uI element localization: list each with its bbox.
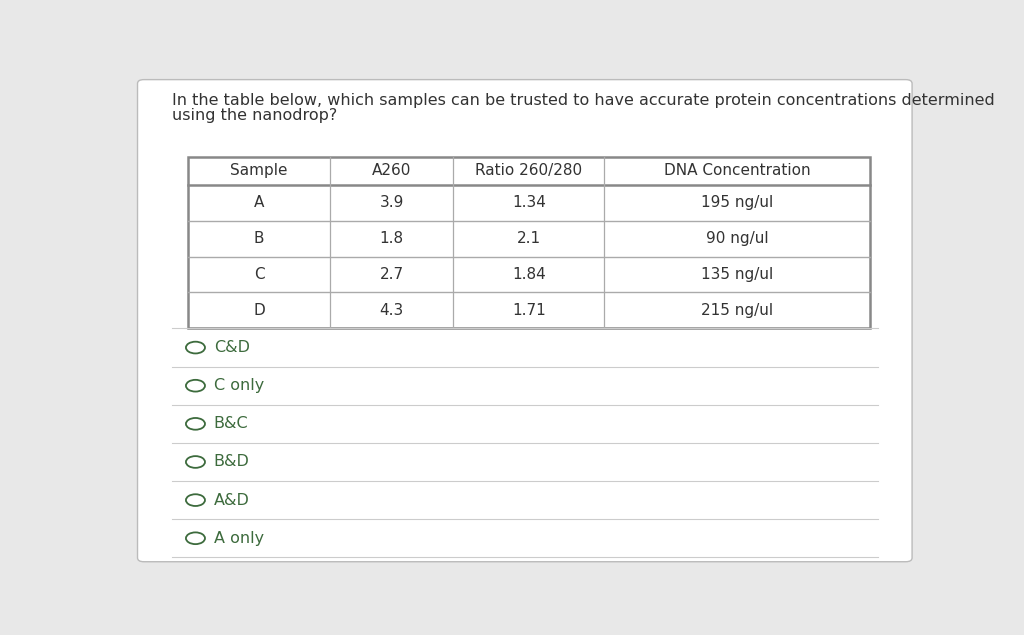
Text: 215 ng/ul: 215 ng/ul [701, 303, 773, 318]
Text: 1.8: 1.8 [380, 231, 403, 246]
FancyBboxPatch shape [137, 79, 912, 562]
Text: 1.71: 1.71 [512, 303, 546, 318]
Text: 2.7: 2.7 [380, 267, 403, 282]
Ellipse shape [186, 494, 205, 506]
Text: Sample: Sample [230, 163, 288, 178]
Text: Ratio 260/280: Ratio 260/280 [475, 163, 583, 178]
Text: In the table below, which samples can be trusted to have accurate protein concen: In the table below, which samples can be… [172, 93, 994, 109]
Text: 4.3: 4.3 [380, 303, 404, 318]
Text: A260: A260 [372, 163, 412, 178]
Text: B: B [254, 231, 264, 246]
Text: C&D: C&D [214, 340, 250, 355]
Text: using the nanodrop?: using the nanodrop? [172, 108, 337, 123]
Text: C only: C only [214, 378, 264, 393]
Text: A&D: A&D [214, 493, 250, 507]
Text: 1.34: 1.34 [512, 196, 546, 210]
Text: 90 ng/ul: 90 ng/ul [706, 231, 768, 246]
Text: 3.9: 3.9 [380, 196, 404, 210]
Ellipse shape [186, 342, 205, 354]
Text: D: D [253, 303, 265, 318]
Text: A only: A only [214, 531, 264, 545]
Ellipse shape [186, 532, 205, 544]
Ellipse shape [186, 380, 205, 392]
Text: A: A [254, 196, 264, 210]
Text: 1.84: 1.84 [512, 267, 546, 282]
Text: C: C [254, 267, 264, 282]
Text: 2.1: 2.1 [517, 231, 541, 246]
Text: B&D: B&D [214, 455, 250, 469]
Bar [187, 157, 870, 328]
Text: B&C: B&C [214, 417, 249, 431]
Ellipse shape [186, 456, 205, 468]
Text: DNA Concentration: DNA Concentration [664, 163, 810, 178]
Text: 135 ng/ul: 135 ng/ul [701, 267, 773, 282]
Text: 195 ng/ul: 195 ng/ul [701, 196, 773, 210]
Ellipse shape [186, 418, 205, 430]
